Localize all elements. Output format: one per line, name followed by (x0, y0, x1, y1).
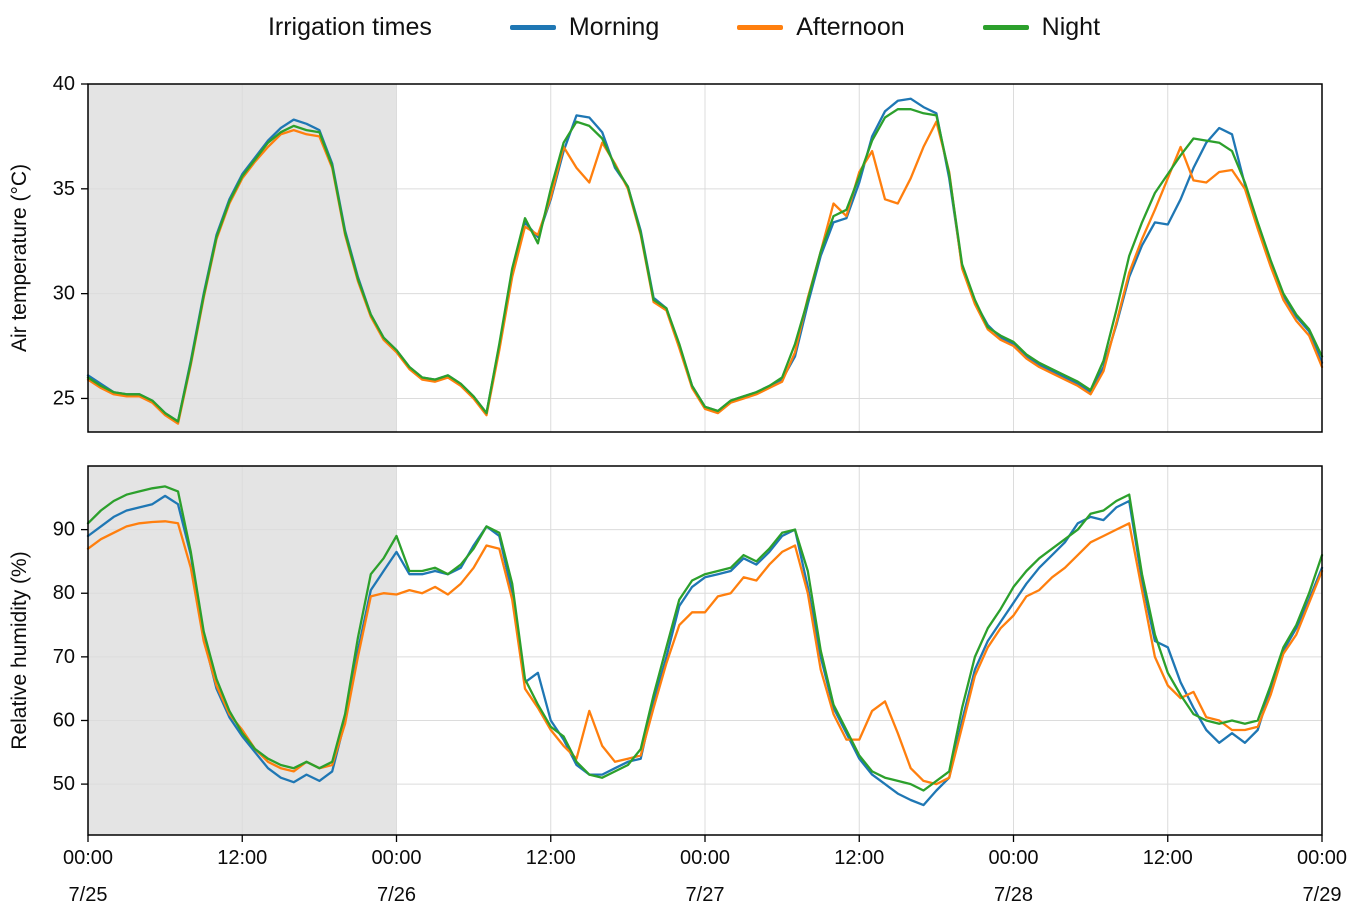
y-tick-label: 40 (53, 73, 75, 95)
legend-label-morning: Morning (568, 12, 660, 41)
panel-relative-humidity: 50 60 70 80 90 Relative humidity (%) (8, 465, 1324, 836)
x-tick-label: 12:00 (834, 847, 884, 869)
x-tick-label: 00:00 (371, 847, 421, 869)
series-line-night (86, 485, 1324, 792)
axes-border (87, 83, 1323, 433)
x-tick-label: 00:00 (1297, 847, 1347, 869)
y-tick-labels: 25 30 35 40 (53, 73, 88, 409)
y-tick-label: 60 (53, 709, 75, 731)
series-line-afternoon (86, 120, 1324, 425)
y-axis-label: Relative humidity (%) (8, 551, 31, 749)
chart-legend: Irrigation times Morning Afternoon Night (0, 4, 1368, 50)
series-line-morning (86, 494, 1324, 807)
x-date-label: 7/26 (377, 884, 416, 906)
afternoon-line-swatch (737, 24, 784, 30)
panel-air-temperature: 25 30 35 40 Air temperature (°C) (8, 73, 1324, 433)
y-tick-label: 70 (53, 646, 75, 668)
y-axis-label: Air temperature (°C) (8, 164, 31, 352)
y-tick-label: 50 (53, 773, 75, 795)
x-date-label: 7/25 (69, 884, 108, 906)
x-tick-label: 00:00 (680, 847, 730, 869)
x-tick-label: 12:00 (526, 847, 576, 869)
legend-item-morning: Morning (509, 12, 660, 42)
night-line-swatch (982, 24, 1029, 30)
y-tick-label: 30 (53, 283, 75, 305)
x-tick-label: 00:00 (63, 847, 113, 869)
x-tick-label: 12:00 (217, 847, 267, 869)
legend-title: Irrigation times (267, 12, 432, 41)
morning-line-swatch (509, 24, 556, 30)
y-tick-label: 90 (53, 519, 75, 541)
y-tick-label: 80 (53, 582, 75, 604)
y-tick-label: 25 (53, 387, 75, 409)
x-date-label: 7/29 (1303, 884, 1342, 906)
x-date-label: 7/28 (994, 884, 1033, 906)
legend-label-night: Night (1041, 12, 1101, 41)
x-axis: 00:00 12:00 00:00 12:00 00:00 12:00 00:00 12:00… (63, 835, 1347, 906)
legend-item-night: Night (982, 12, 1101, 42)
y-tick-labels: 50 60 70 80 90 (53, 519, 88, 795)
series-line-afternoon (86, 520, 1324, 786)
y-tick-label: 35 (53, 178, 75, 200)
x-tick-label: 12:00 (1143, 847, 1193, 869)
legend-label-afternoon: Afternoon (796, 12, 905, 41)
series-line-night (86, 108, 1324, 423)
legend-item-afternoon: Afternoon (737, 12, 905, 42)
x-tick-label: 00:00 (988, 847, 1038, 869)
x-date-label: 7/27 (686, 884, 725, 906)
